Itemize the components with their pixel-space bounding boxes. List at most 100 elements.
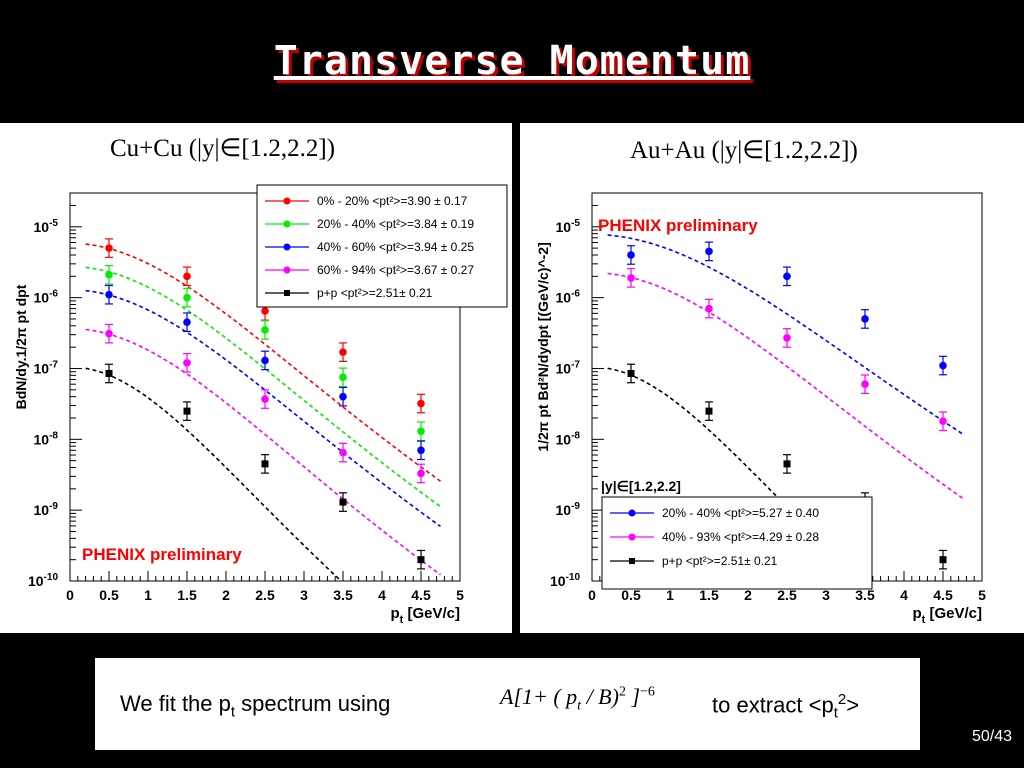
x-tick-label: 1: [144, 587, 152, 603]
y-tick-label: 10-5: [34, 218, 59, 235]
data-point: [183, 272, 191, 281]
x-tick-label: 0.5: [621, 587, 641, 603]
legend-label: 60% - 94% <pt²>=3.67 ± 0.27: [317, 263, 474, 277]
slide-title: Transverse Momentum: [273, 38, 751, 84]
x-tick-label: 4.5: [933, 587, 953, 603]
data-point: [627, 251, 635, 259]
y-tick-label: 10-10: [28, 572, 58, 589]
fit-curve: [85, 243, 441, 482]
x-tick-label: 3.5: [333, 587, 353, 603]
data-point: [183, 293, 191, 302]
x-tick-label: 1: [666, 587, 674, 603]
extract-sup: 2: [837, 691, 847, 708]
data-point: [939, 417, 947, 426]
legend-marker: [628, 533, 636, 541]
left-panel: Cu+Cu (|y|∈[1.2,2.2]) 0 0.5 1 1.5 2 2.5 3 3.5 4 4…: [0, 123, 512, 633]
left-panel-title-prefix: Cu+Cu (|y|: [110, 135, 220, 162]
data-point: [705, 407, 713, 415]
fit-description-box: We fit the pt spectrum using A[1+ ( pt /…: [95, 658, 920, 750]
legend-label: 20% - 40% <pt²>=3.84 ± 0.19: [317, 217, 474, 231]
data-point: [417, 399, 425, 408]
data-point: [417, 556, 425, 564]
data-point: [627, 274, 635, 282]
extract-end: >: [846, 692, 860, 718]
x-tick-label: 3: [300, 587, 308, 603]
right-panel-title: Au+Au (|y|∈[1.2,2.2]): [630, 135, 858, 165]
x-tick-label: 2: [222, 587, 230, 603]
legend-marker: [629, 558, 635, 564]
x-tick-label: 4.5: [411, 587, 431, 603]
auau-chart: 0 0.5 1 1.5 2 2.5 3 3.5 4 4.5 5 pt [GeV/c] 10-10 10-9…: [535, 192, 986, 626]
data-point: [183, 318, 191, 327]
y-tick-label: 10-8: [556, 430, 581, 447]
y-tick-label: 10-7: [34, 359, 59, 376]
element-of-symbol: ∈: [219, 135, 242, 162]
x-tick-label: 3: [822, 587, 830, 603]
element-of-symbol: ∈: [742, 137, 765, 164]
x-tick-label: 3.5: [855, 587, 875, 603]
legend-box: [256, 184, 508, 308]
x-tick-label: 0: [66, 587, 74, 603]
data-point: [705, 304, 713, 313]
y-axis-label: BdN/dy.1/2π pt dpt: [13, 284, 29, 409]
x-tick-label: 0: [588, 587, 596, 603]
fit-curve: [607, 234, 963, 435]
data-point: [783, 334, 791, 342]
extract-sub: t: [833, 704, 838, 722]
y-axis-label: 1/2π pt Bd²N/dydpt [(GeV/c)^-2]: [535, 242, 551, 451]
data-point: [939, 556, 947, 564]
phenix-preliminary-label: PHENIX preliminary: [82, 545, 242, 564]
legend-label: 40% - 93% <pt²>=4.29 ± 0.28: [662, 530, 819, 544]
right-panel-title-suffix: [1.2,2.2]): [764, 137, 858, 164]
right-panel-title-prefix: Au+Au (|y|: [630, 137, 743, 164]
data-point: [417, 469, 425, 478]
data-point: [261, 356, 269, 365]
legend-marker: [284, 290, 290, 296]
fit-extract-text: to extract <pt2>: [712, 691, 859, 722]
x-tick-label: 4: [378, 587, 386, 603]
extract-text: to extract <p: [712, 692, 834, 718]
x-tick-label: 1.5: [177, 587, 197, 603]
x-tick-label: 5: [456, 587, 464, 603]
data-point: [705, 247, 713, 256]
legend-marker: [283, 220, 291, 228]
phenix-preliminary-label: PHENIX preliminary: [598, 216, 758, 235]
legend-box: [601, 496, 873, 590]
data-point: [183, 359, 191, 367]
y-tick-label: 10-9: [556, 501, 581, 518]
data-point: [105, 290, 113, 299]
fit-curve: [607, 272, 963, 499]
data-point: [339, 373, 347, 382]
legend-label: 0% - 20% <pt²>=3.90 ± 0.17: [317, 194, 468, 208]
data-point: [261, 326, 269, 334]
x-tick-label: 1.5: [699, 587, 719, 603]
data-point: [339, 348, 347, 356]
x-tick-label: 5: [978, 587, 986, 603]
data-point: [105, 369, 113, 377]
data-point: [261, 460, 269, 468]
data-point: [417, 446, 425, 455]
cucu-chart: 0 0.5 1 1.5 2 2.5 3 3.5 4 4.5 5 pt [GeV/c] 10-10 10-9…: [13, 184, 508, 626]
legend-marker: [628, 509, 636, 517]
x-tick-label: 4: [900, 587, 908, 603]
legend-label: p+p <pt²>=2.51± 0.21: [662, 554, 778, 568]
y-tick-label: 10-6: [556, 289, 581, 306]
data-point: [105, 244, 113, 252]
data-point: [261, 307, 269, 315]
fit-text-middle: spectrum using: [235, 691, 391, 716]
y-tick-label: 10-5: [556, 218, 581, 235]
x-tick-label: 2.5: [777, 587, 797, 603]
data-point: [417, 427, 425, 436]
fit-text-before: We fit the p: [120, 691, 231, 716]
left-panel-title-suffix: [1.2,2.2]): [241, 135, 336, 162]
x-axis-label: pt [GeV/c]: [390, 605, 460, 626]
data-point: [861, 380, 869, 388]
y-tick-label: 10-10: [550, 572, 580, 589]
y-tick-label: 10-7: [556, 359, 581, 376]
fit-curve: [85, 289, 441, 528]
data-point: [783, 460, 791, 468]
data-point: [939, 361, 947, 370]
y-tick-label: 10-8: [34, 430, 59, 447]
legend-marker: [283, 197, 291, 205]
legend-label: 40% - 60% <pt²>=3.94 ± 0.25: [317, 240, 474, 254]
